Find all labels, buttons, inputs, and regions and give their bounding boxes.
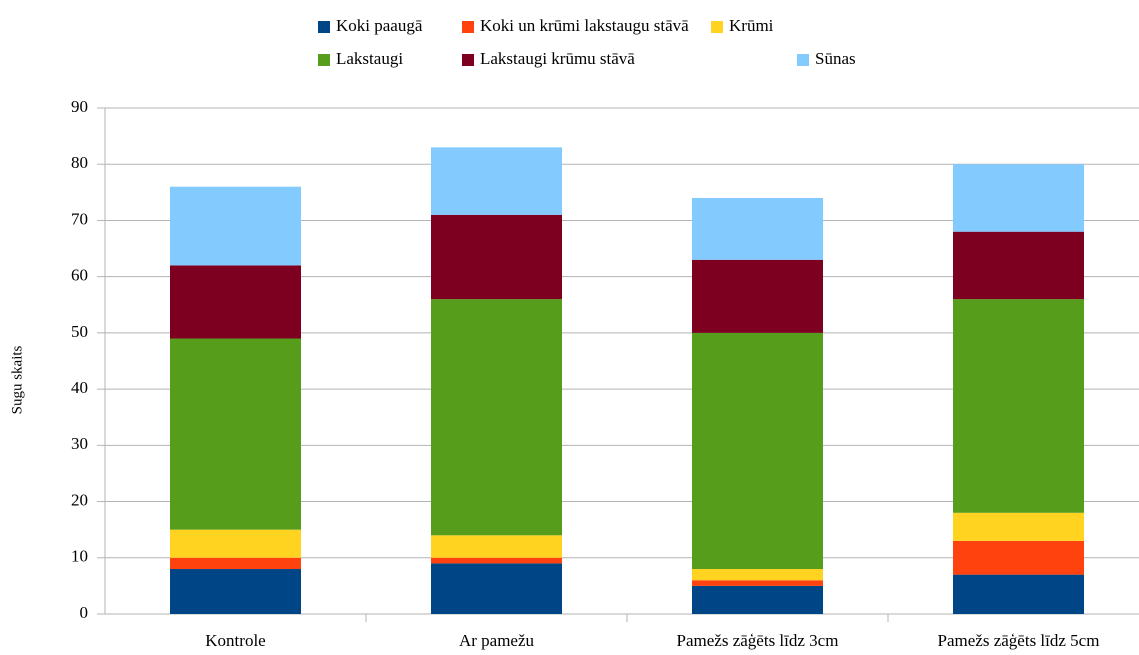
legend-label: Lakstaugi krūmu stāvā: [480, 49, 635, 68]
bar-segment: [692, 259, 823, 333]
bar-segment: [953, 164, 1084, 232]
bar-segment: [953, 299, 1084, 513]
legend-swatch: [318, 54, 330, 66]
y-tick-label: 80: [71, 153, 88, 172]
legend-label: Krūmi: [729, 16, 774, 35]
bar-segment: [953, 231, 1084, 300]
y-tick-label: 70: [71, 209, 88, 228]
x-tick-label: Pamežs zāģēts līdz 3cm: [677, 631, 839, 650]
bar-segment: [431, 557, 562, 564]
legend-swatch: [462, 21, 474, 33]
bar-segment: [692, 580, 823, 586]
bar-segment: [431, 147, 562, 215]
y-tick-label: 20: [71, 490, 88, 509]
y-tick-label: 30: [71, 434, 88, 453]
y-tick-label: 60: [71, 266, 88, 285]
bar-segment: [692, 569, 823, 581]
bar-segment: [431, 563, 562, 614]
x-tick-label: Ar pamežu: [459, 631, 535, 650]
bar-segment: [692, 332, 823, 570]
bar-segment: [692, 585, 823, 614]
y-tick-label: 10: [71, 547, 88, 566]
y-tick-label: 40: [71, 378, 88, 397]
bar-segment: [170, 569, 301, 614]
bar-segment: [170, 529, 301, 558]
legend-label: Sūnas: [815, 49, 856, 68]
bar-segment: [692, 197, 823, 260]
y-tick-label: 90: [71, 97, 88, 116]
bar-segment: [431, 214, 562, 300]
x-tick-label: Kontrole: [205, 631, 265, 650]
bar-segment: [953, 512, 1084, 541]
bar-segment: [170, 557, 301, 570]
y-tick-label: 50: [71, 322, 88, 341]
y-axis-label: Sugu skaits: [9, 345, 25, 414]
legend-label: Koki paaugā: [336, 16, 423, 35]
legend-swatch: [318, 21, 330, 33]
bar-segment: [170, 265, 301, 339]
legend-label: Koki un krūmi lakstaugu stāvā: [480, 16, 689, 35]
legend-label: Lakstaugi: [336, 49, 403, 68]
legend-swatch: [462, 54, 474, 66]
legend-swatch: [711, 21, 723, 33]
bar-segment: [431, 299, 562, 536]
legend-swatch: [797, 54, 809, 66]
bar-segment: [170, 186, 301, 266]
x-tick-label: Pamežs zāģēts līdz 5cm: [938, 631, 1100, 650]
bar-segment: [953, 540, 1084, 575]
bar-segment: [170, 338, 301, 530]
y-tick-label: 0: [80, 603, 89, 622]
bar-segment: [431, 535, 562, 558]
bar-segment: [953, 574, 1084, 614]
